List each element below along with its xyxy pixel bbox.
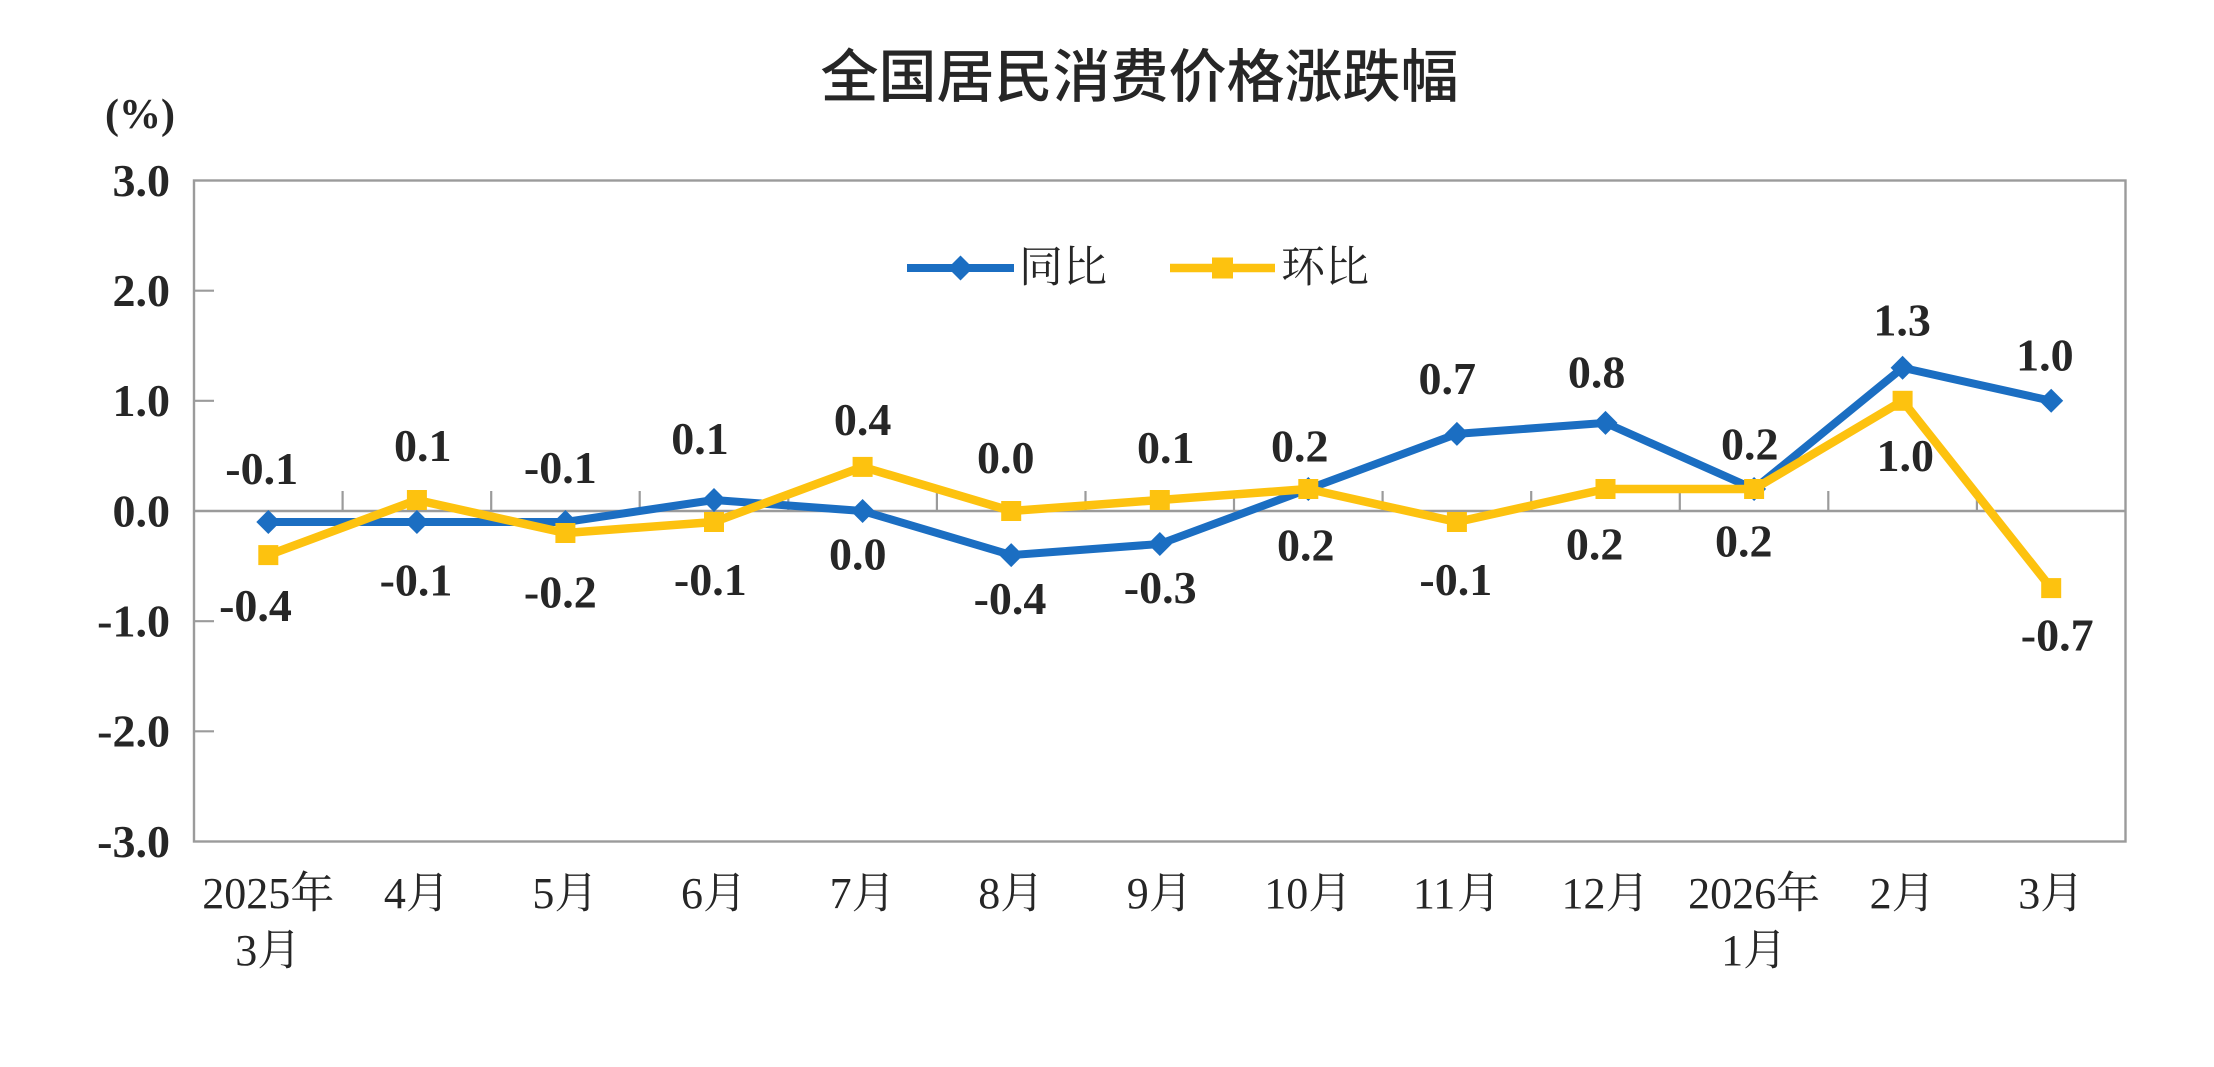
svg-text:1.0: 1.0 (1876, 430, 1934, 481)
svg-text:0.0: 0.0 (113, 485, 171, 536)
svg-text:5: 5 (532, 869, 554, 918)
svg-text:1.3: 1.3 (1873, 295, 1931, 346)
svg-text:-0.1: -0.1 (674, 554, 747, 605)
svg-text:0.2: 0.2 (1271, 421, 1329, 472)
svg-text:7: 7 (830, 869, 852, 918)
svg-text:-0.4: -0.4 (974, 573, 1047, 624)
svg-text:3.0: 3.0 (113, 155, 171, 206)
svg-text:-0.4: -0.4 (219, 580, 292, 631)
svg-text:-0.1: -0.1 (380, 555, 453, 606)
svg-text:0.0: 0.0 (977, 432, 1035, 483)
svg-text:-0.1: -0.1 (524, 442, 597, 493)
svg-text:12: 12 (1562, 869, 1606, 918)
svg-text:0.2: 0.2 (1715, 515, 1773, 566)
svg-text:0.2: 0.2 (1721, 419, 1779, 470)
svg-text:0.1: 0.1 (1137, 422, 1195, 473)
svg-text:(%): (%) (105, 92, 175, 138)
svg-text:0.2: 0.2 (1277, 520, 1335, 571)
svg-text:-0.1: -0.1 (225, 443, 298, 494)
svg-text:2.0: 2.0 (113, 265, 171, 316)
svg-text:-0.1: -0.1 (1419, 554, 1492, 605)
svg-text:6: 6 (681, 869, 703, 918)
svg-text:0.8: 0.8 (1568, 347, 1626, 398)
svg-text:4: 4 (384, 869, 406, 918)
svg-text:-2.0: -2.0 (97, 706, 170, 757)
svg-text:2: 2 (1870, 869, 1892, 918)
svg-text:2026: 2026 (1688, 869, 1776, 918)
svg-text:0.7: 0.7 (1418, 353, 1476, 404)
svg-text:2025: 2025 (202, 869, 290, 918)
svg-text:-1.0: -1.0 (97, 596, 170, 647)
svg-text:9: 9 (1127, 869, 1149, 918)
svg-text:-0.3: -0.3 (1124, 562, 1197, 613)
svg-text:0.2: 0.2 (1566, 519, 1624, 570)
svg-text:-0.2: -0.2 (524, 566, 597, 617)
svg-text:-3.0: -3.0 (97, 816, 170, 867)
svg-text:3: 3 (235, 926, 257, 975)
svg-text:3: 3 (2018, 869, 2040, 918)
svg-text:1.0: 1.0 (2016, 329, 2074, 380)
svg-text:0.1: 0.1 (394, 420, 452, 471)
svg-text:8: 8 (978, 869, 1000, 918)
svg-text:11: 11 (1413, 869, 1455, 918)
svg-text:10: 10 (1264, 869, 1308, 918)
svg-text:0.0: 0.0 (829, 529, 887, 580)
svg-text:1: 1 (1721, 926, 1743, 975)
svg-text:1.0: 1.0 (113, 375, 171, 426)
svg-text:0.1: 0.1 (671, 413, 729, 464)
svg-text:0.4: 0.4 (834, 394, 892, 445)
svg-text:-0.7: -0.7 (2021, 609, 2094, 660)
